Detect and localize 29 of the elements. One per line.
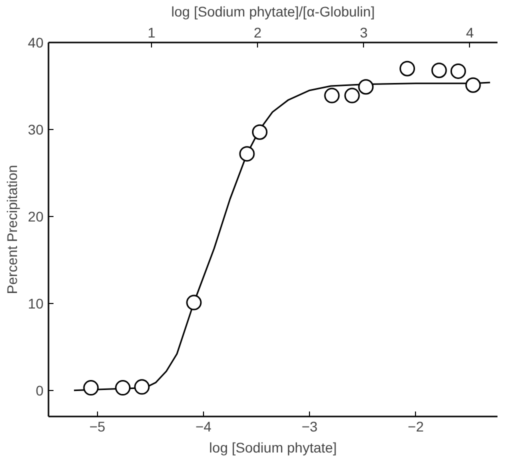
point (324, 88, 340, 104)
point (115, 380, 131, 396)
x2-tick-label: 2 (254, 24, 262, 40)
point (344, 88, 360, 104)
point (83, 380, 99, 396)
point (239, 146, 255, 162)
x-tick-label: −3 (302, 418, 318, 434)
y-tick-label: 40 (28, 34, 44, 50)
x2-tick-label: 1 (148, 24, 156, 40)
y-tick-label: 20 (28, 208, 44, 224)
x-axis-title: log [Sodium phytate] (209, 440, 337, 456)
y-tick-label: 10 (28, 295, 44, 312)
point (465, 77, 481, 93)
y-tick-label: 30 (28, 121, 44, 138)
x-tick-label: −4 (195, 418, 212, 434)
x2-tick-label: 3 (360, 24, 368, 40)
point (358, 79, 374, 95)
point (252, 124, 268, 140)
point (186, 294, 202, 310)
x2-axis-title: log [Sodium phytate]/[α-Globulin] (171, 4, 375, 20)
point (400, 60, 416, 76)
x2-tick-label: 4 (466, 24, 474, 40)
x-tick-label: −5 (89, 418, 106, 434)
x-tick-label: −2 (408, 418, 424, 434)
point (134, 379, 150, 395)
y-tick-label: 0 (36, 382, 44, 398)
point (431, 62, 447, 78)
point (450, 63, 466, 79)
y-axis-title: Percent Precipitation (4, 164, 20, 294)
